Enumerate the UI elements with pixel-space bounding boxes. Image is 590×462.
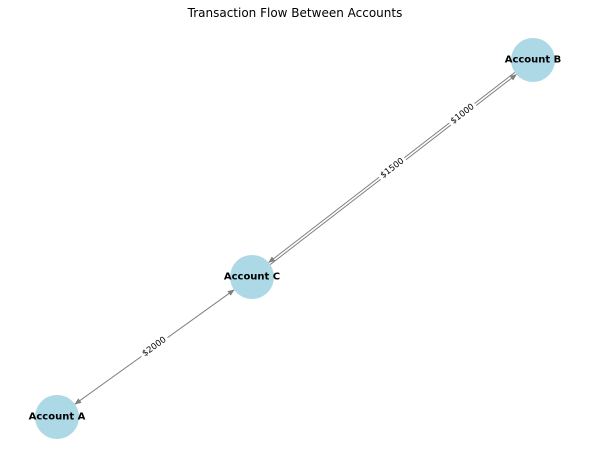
node-circle bbox=[511, 38, 555, 82]
node-account-b: Account B bbox=[505, 38, 562, 82]
edge-label-background bbox=[138, 332, 171, 362]
node-circle bbox=[230, 255, 274, 299]
edge-label-b-to-c: $1000 bbox=[446, 99, 480, 129]
edge-label-background bbox=[376, 153, 409, 184]
edge-label-c-to-b: $1500 bbox=[376, 153, 409, 184]
node-label: Account B bbox=[505, 55, 562, 66]
diagram-title: Transaction Flow Between Accounts bbox=[187, 6, 403, 20]
node-label: Account A bbox=[29, 412, 86, 423]
edge-label-background bbox=[446, 99, 480, 129]
edge-label-a-to-c: $2000 bbox=[138, 332, 171, 362]
node-circle bbox=[35, 395, 79, 439]
node-account-c: Account C bbox=[224, 255, 280, 299]
node-account-a: Account A bbox=[29, 395, 86, 439]
node-label: Account C bbox=[224, 272, 280, 283]
nodes-layer: Account A Account B Account C bbox=[29, 38, 562, 439]
